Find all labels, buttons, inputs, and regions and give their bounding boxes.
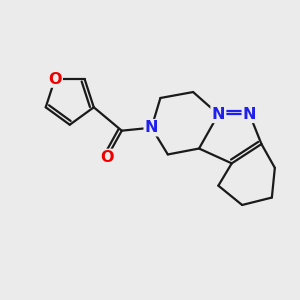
Text: N: N: [145, 120, 158, 135]
Text: N: N: [212, 107, 225, 122]
Text: O: O: [100, 150, 114, 165]
Text: O: O: [48, 71, 62, 86]
Text: N: N: [243, 107, 256, 122]
